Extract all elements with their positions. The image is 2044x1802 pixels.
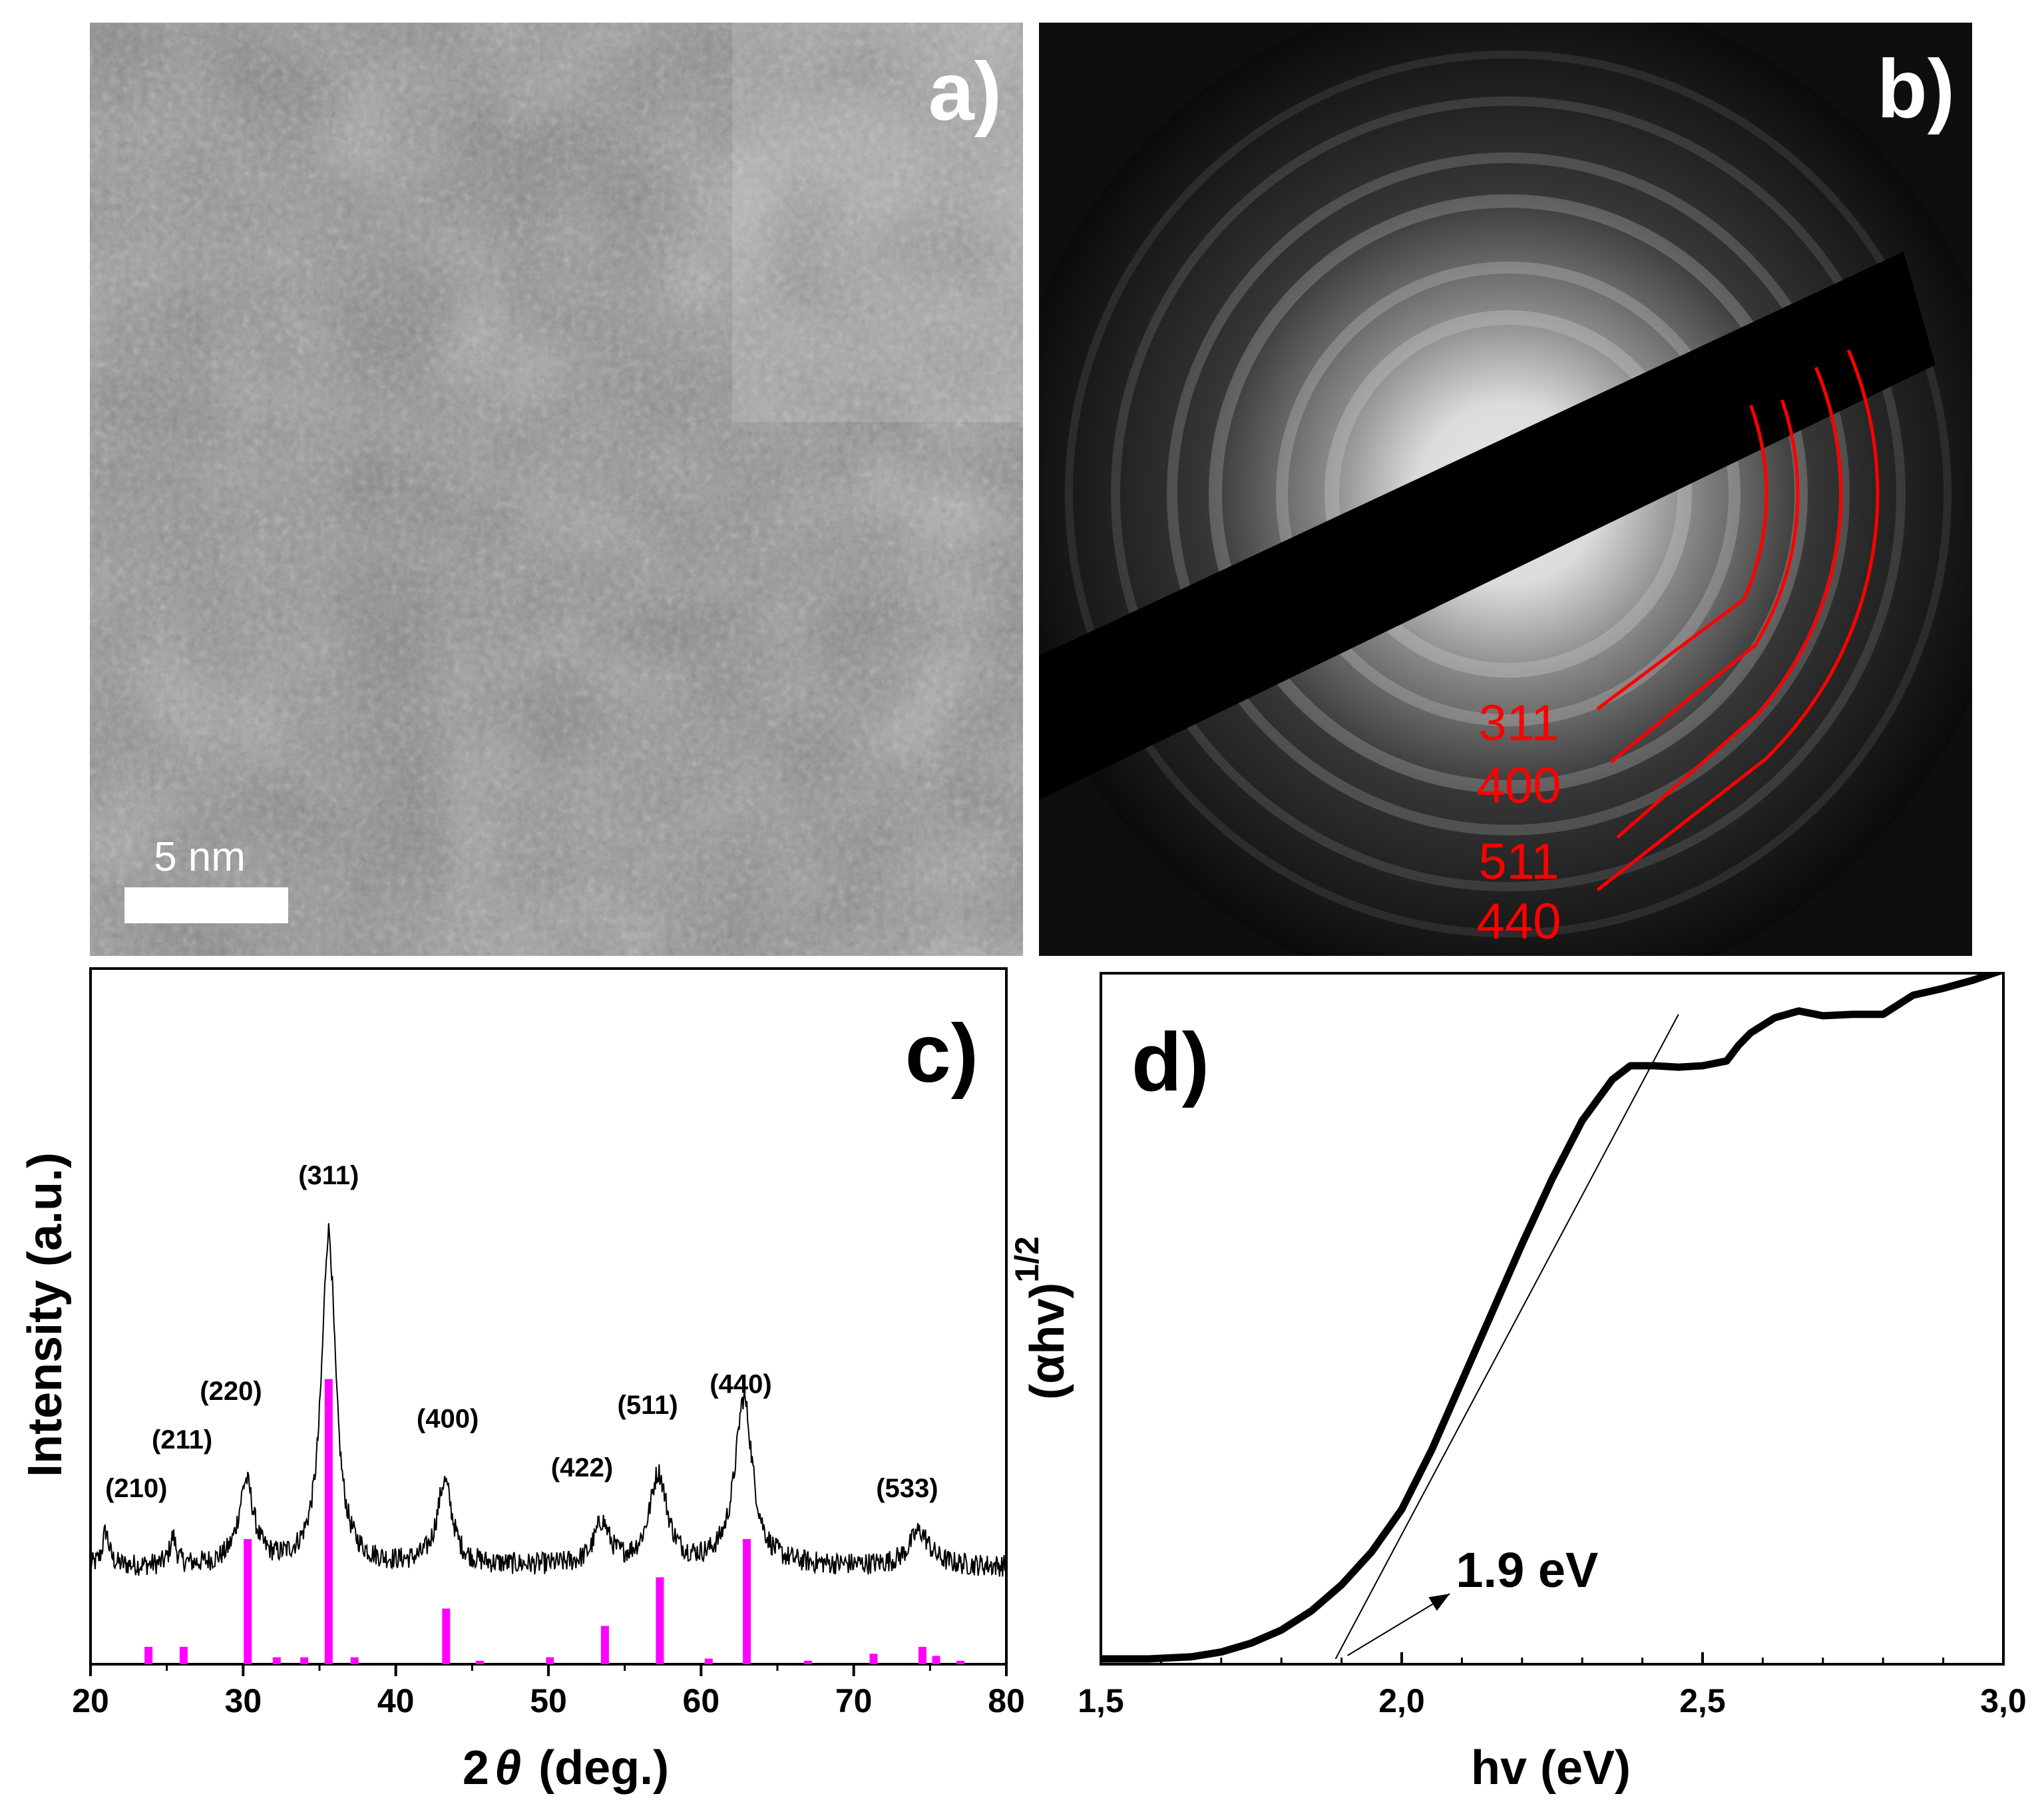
reference-bar bbox=[350, 1657, 359, 1664]
x-tick-label: 20 bbox=[72, 1682, 109, 1719]
scale-bar-label: 5 nm bbox=[154, 834, 246, 880]
peak-label: (400) bbox=[417, 1405, 479, 1434]
y-axis-main: (αhv) bbox=[1021, 1283, 1074, 1400]
reference-bar bbox=[803, 1660, 812, 1664]
annotation-arrowhead bbox=[1428, 1594, 1450, 1611]
peak-label: (511) bbox=[618, 1391, 678, 1420]
panel-d-label: d) bbox=[1131, 1016, 1209, 1108]
panel-d-x-axis-title: hv (eV) bbox=[1471, 1741, 1631, 1795]
reference-bar bbox=[869, 1654, 878, 1664]
x-tick-label: 70 bbox=[835, 1682, 873, 1719]
ring-marker-arcs bbox=[1596, 349, 1880, 891]
panel-b-label: b) bbox=[1877, 43, 1955, 135]
x-tick-label: 2,5 bbox=[1679, 1682, 1726, 1719]
panel-b: 311 400 511 440 bbox=[1039, 23, 1972, 956]
x-tick-label: 3,0 bbox=[1980, 1682, 2027, 1719]
x-tick-label: 80 bbox=[988, 1682, 1025, 1719]
x-tick-label: 30 bbox=[225, 1682, 262, 1719]
x-tick-label: 50 bbox=[530, 1682, 567, 1719]
scale-bar bbox=[124, 887, 288, 923]
x-axis-theta: θ bbox=[495, 1741, 521, 1795]
ring-label-440: 440 bbox=[1477, 893, 1561, 950]
x-tick-label: 2,0 bbox=[1378, 1682, 1425, 1719]
diffraction-ring bbox=[1209, 194, 1808, 793]
panel-c-y-axis-title: Intensity (a.u.) bbox=[19, 1152, 72, 1477]
panel-d-plot-frame bbox=[1100, 972, 2005, 1666]
x-axis-prefix: 2 bbox=[463, 1741, 489, 1795]
panel-c-label: c) bbox=[905, 1008, 978, 1100]
reference-bar bbox=[656, 1577, 664, 1664]
diffraction-ring bbox=[1276, 262, 1740, 726]
y-axis-superscript: 1/2 bbox=[1008, 1236, 1046, 1283]
reference-bar bbox=[956, 1660, 965, 1664]
diffraction-ring bbox=[1167, 152, 1850, 835]
x-tick-label: 1,5 bbox=[1078, 1682, 1124, 1719]
peak-label: (220) bbox=[200, 1377, 262, 1406]
panel-d: 1,5 2,0 2,5 3,0 1.9 eV d) hv (eV) (αhv)1/2 bbox=[1008, 972, 2027, 1795]
panel-c: (210) (211) (220) (311) (400) (422) (511) (440)… bbox=[19, 967, 1025, 1795]
peak-label: (422) bbox=[551, 1453, 613, 1482]
panel-a-label: a) bbox=[928, 46, 1002, 138]
ring-label-400: 400 bbox=[1477, 758, 1561, 814]
peak-label: (440) bbox=[710, 1369, 771, 1399]
diffraction-ring bbox=[1111, 97, 1906, 891]
svg-text:(αhv)1/2: (αhv)1/2 bbox=[1008, 1236, 1074, 1400]
reference-bar bbox=[743, 1538, 751, 1664]
reference-bar bbox=[144, 1646, 153, 1664]
peak-label: (311) bbox=[298, 1161, 359, 1190]
tem-bright-region bbox=[732, 23, 1023, 422]
panel-a: a) 5 nm bbox=[90, 23, 1023, 956]
reference-bar bbox=[475, 1660, 484, 1664]
diffraction-ring bbox=[1065, 51, 1951, 937]
peak-label: (533) bbox=[876, 1474, 938, 1503]
ring-arc-440 bbox=[1596, 349, 1880, 891]
ring-arc-511 bbox=[1616, 366, 1843, 839]
reference-bar bbox=[179, 1646, 188, 1664]
reference-bar bbox=[704, 1658, 713, 1664]
band-gap-annotation: 1.9 eV bbox=[1456, 1542, 1598, 1598]
x-tick-label: 60 bbox=[683, 1682, 720, 1719]
panel-d-y-axis-title: (αhv)1/2 bbox=[1008, 1236, 1074, 1400]
reference-bar bbox=[918, 1646, 926, 1664]
x-axis-unit: (deg.) bbox=[538, 1741, 669, 1795]
peak-label: (211) bbox=[152, 1425, 212, 1455]
beam-stopper bbox=[1039, 252, 1936, 800]
reference-bar bbox=[272, 1657, 281, 1664]
panel-c-x-axis-title: 2 θ (deg.) bbox=[463, 1741, 669, 1795]
panel-c-plot-frame bbox=[89, 967, 1008, 1666]
ring-arc-311 bbox=[1596, 405, 1768, 711]
reference-bar bbox=[546, 1657, 554, 1664]
xrd-peak-labels: (210) (211) (220) (311) (400) (422) (511) (440)… bbox=[105, 1161, 938, 1503]
ring-label-311: 311 bbox=[1478, 695, 1559, 752]
reference-bar bbox=[932, 1656, 940, 1664]
tangent-line bbox=[1334, 1014, 1679, 1660]
panel-d-x-ticks: 1,5 2,0 2,5 3,0 bbox=[1078, 1652, 2027, 1719]
x-tick-label: 40 bbox=[377, 1682, 415, 1719]
reference-bar bbox=[244, 1538, 252, 1664]
diffraction-ring bbox=[1325, 310, 1692, 678]
xrd-trace bbox=[91, 1223, 1006, 1577]
reference-bar bbox=[300, 1657, 309, 1664]
reference-bar bbox=[324, 1379, 333, 1664]
tem-texture-fine bbox=[90, 23, 1023, 956]
ring-arc-400 bbox=[1609, 399, 1800, 764]
reference-bar bbox=[600, 1626, 609, 1664]
panel-c-x-ticks: 20 30 40 50 60 70 80 bbox=[72, 1664, 1025, 1719]
reference-bar bbox=[442, 1608, 451, 1664]
xrd-reference-bars bbox=[144, 1379, 965, 1664]
peak-label: (210) bbox=[105, 1474, 167, 1503]
tauc-curve bbox=[1101, 973, 2003, 1663]
ring-label-511: 511 bbox=[1478, 833, 1559, 890]
